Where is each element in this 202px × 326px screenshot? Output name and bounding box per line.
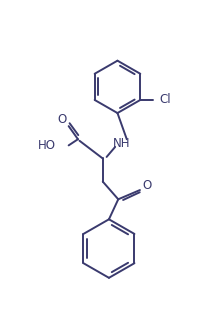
Text: O: O	[57, 113, 66, 126]
Text: NH: NH	[113, 137, 130, 150]
Text: O: O	[142, 179, 152, 192]
Text: HO: HO	[38, 139, 56, 152]
Text: Cl: Cl	[159, 94, 170, 107]
